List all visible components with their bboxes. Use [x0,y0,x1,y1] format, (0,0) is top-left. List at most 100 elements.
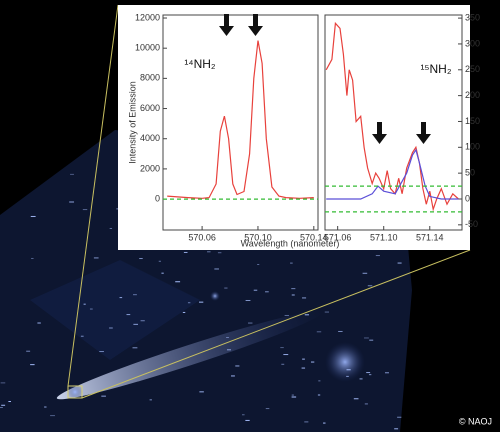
star [257,263,260,265]
star [0,382,6,384]
star [30,215,36,217]
star [364,337,369,339]
star [367,285,373,287]
charts: 570.06 570.10 570.140200040006000800010000… [127,12,480,248]
star [310,361,315,363]
y-tick-label: 4000 [140,133,160,143]
x-axis-label: Wavelength (nanometer) [241,238,340,248]
arrow [248,14,263,36]
star [394,428,399,430]
x-tick-label: 570.14 [300,232,328,242]
star [31,257,34,259]
star [82,209,88,211]
star [368,374,372,376]
star [119,297,123,299]
star [291,396,297,398]
star [317,394,321,396]
zoom-box [67,385,83,399]
star [26,350,31,352]
y-tick-label: 100 [465,142,480,152]
star [1,404,6,406]
star [304,421,309,423]
star [397,416,402,418]
star [83,303,86,305]
star [362,272,368,274]
plot-frame [162,14,319,231]
star [217,252,222,254]
star [8,401,11,403]
star [369,339,374,341]
star [304,314,309,316]
star [210,291,220,301]
star [183,251,188,253]
star [235,365,240,367]
star [109,227,113,229]
y-tick-label: 0 [155,193,160,203]
x-tick-label: 570.10 [244,232,272,242]
star [133,323,139,325]
star [226,349,231,351]
y-tick-label: -50 [465,219,478,229]
star [302,297,307,299]
series-line [326,148,459,200]
comet-tail [56,310,324,400]
y-tick-label: 250 [465,64,480,74]
arrow [219,14,234,36]
star [397,262,402,264]
star [187,302,191,304]
star [284,314,290,316]
star [99,351,104,353]
star [290,262,293,264]
star [226,337,229,339]
star [207,251,211,253]
y-tick-label: 350 [465,12,480,22]
star [291,294,295,296]
star [323,422,326,424]
y-tick-label: 2000 [140,163,160,173]
star [101,395,106,397]
inset [118,5,470,250]
x-tick-label: 571.14 [416,232,444,242]
star [149,399,152,401]
star [338,330,343,332]
credit: © NAOJ [459,416,492,426]
star [161,272,164,274]
y-tick-label: 12000 [135,12,160,22]
star [346,369,351,371]
y-tick-label: 200 [465,90,480,100]
star [30,364,35,366]
arrows [219,14,431,144]
star [265,408,270,410]
star [375,255,380,257]
star [346,375,349,377]
field-patch [30,260,200,360]
series-line [167,40,314,199]
star [253,289,258,291]
y-axis-label: Intensity of Emission [127,81,137,164]
x-tick-label: 570.06 [188,232,216,242]
star [248,322,253,324]
star [175,281,181,283]
star [132,347,138,349]
star [50,415,55,417]
star [89,308,93,310]
star [69,201,75,203]
star [316,331,322,333]
star [283,354,289,356]
star [139,258,143,260]
galaxy [325,342,365,382]
y-tick-label: 10000 [135,43,160,53]
star [353,398,359,400]
star [80,335,84,337]
star [133,294,137,296]
star [224,287,228,289]
star [231,375,235,377]
y-tick-label: 50 [465,168,475,178]
star [384,372,389,374]
star [281,363,285,365]
star [359,378,363,380]
star [245,419,250,421]
species-label: ¹⁵NH₂ [421,62,452,76]
star [291,288,296,290]
plot-frame [324,14,463,231]
